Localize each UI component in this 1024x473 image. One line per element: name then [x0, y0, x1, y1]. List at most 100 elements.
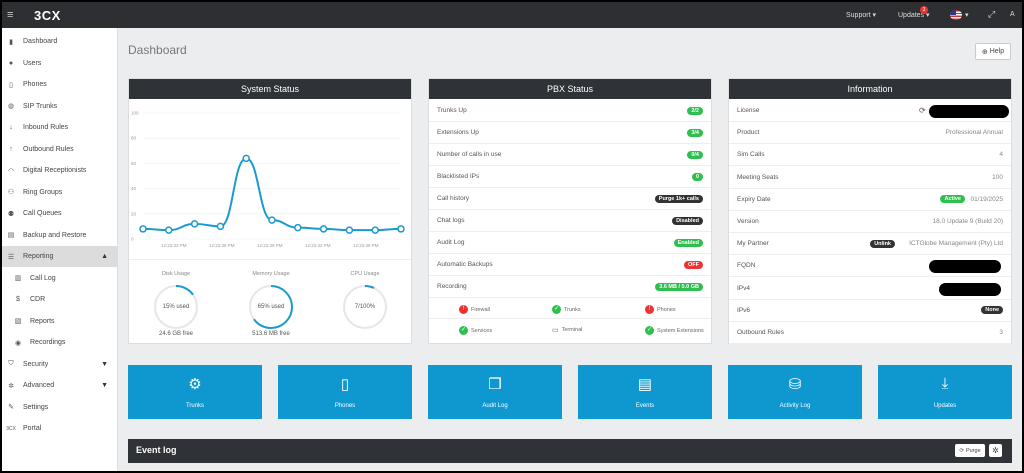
pbx-row-badge[interactable]: OFF: [684, 260, 703, 269]
x-tick-label: 12:22:33 PM: [161, 243, 187, 248]
disk-free-value: 24.6 GB free: [158, 331, 194, 337]
language-flag-icon[interactable]: [950, 10, 962, 20]
service-status-services: ✓ Services: [459, 326, 493, 335]
sidebar-item-label: Reporting: [23, 253, 54, 260]
refresh-license-icon[interactable]: ⟳: [919, 106, 926, 115]
sidebar-item-dashboard[interactable]: ▮ Dashboard: [2, 31, 118, 52]
info-row-label: My Partner: [737, 240, 769, 248]
hamburger-menu-icon[interactable]: ≡: [7, 9, 14, 21]
help-icon: ⊕: [981, 48, 988, 56]
language-chevron-icon[interactable]: ▾: [965, 12, 969, 19]
info-row-value: Professional Annual: [945, 129, 1003, 137]
sidebar-item-users[interactable]: ● Users: [2, 53, 118, 74]
system-status-panel: System Status 100 80 60 40 20 0 12:22:33 PM 12:…: [128, 78, 412, 344]
information-title: Information: [729, 79, 1011, 99]
sidebar-item-label: Settings: [23, 403, 49, 411]
tile-label: Audit Log: [482, 403, 508, 409]
download-icon: ⤓: [941, 375, 949, 392]
tile-updates[interactable]: ⤓ Updates: [878, 365, 1012, 419]
pbx-row: Recording 3.6 MB / 5.0 GB: [429, 276, 711, 298]
sidebar-item-label: Dashboard: [23, 38, 58, 45]
memory-usage-value: 65% used: [257, 304, 285, 310]
pbx-status-title: PBX Status: [429, 79, 711, 99]
redaction-mark: [929, 105, 1009, 118]
disk-usage-value: 15% used: [162, 304, 190, 310]
y-tick-label: 60: [131, 161, 137, 166]
event-log-bar: Event log ⟳ Purge ✲: [128, 439, 1012, 463]
sidebar-item-backup-and-restore[interactable]: ▤ Backup and Restore: [2, 225, 118, 246]
shield-icon: ⛉: [8, 360, 14, 367]
sidebar-item-outbound-rules[interactable]: ↑ Outbound Rules: [2, 139, 118, 160]
queue-icon: ⚉: [7, 210, 15, 218]
updates-menu[interactable]: Updates ▾: [898, 12, 930, 19]
info-row-label: Outbound Rules: [737, 329, 784, 336]
purge-button[interactable]: ⟳ Purge: [955, 444, 985, 457]
globe-icon: ◍: [7, 103, 15, 110]
bar-chart-icon: ▮: [9, 38, 13, 46]
sidebar-item-label: Backup and Restore: [23, 231, 87, 239]
sidebar-item-digital-receptionists[interactable]: ◠ Digital Receptionists: [2, 160, 118, 181]
sidebar: ▮ Dashboard ● Users ▯ Phones ◍ SIP Trunks ↓ Inbou…: [2, 28, 118, 471]
check-icon: ✓: [552, 305, 561, 314]
tile-activity-log[interactable]: ⛁ Activity Log: [728, 365, 862, 419]
sidebar-item-security[interactable]: ⛉ Security ▼: [2, 354, 118, 375]
error-icon: !: [459, 305, 468, 314]
page-title: Dashboard: [128, 43, 187, 57]
headset-icon: ◠: [7, 167, 15, 175]
info-row: Product Professional Annual: [729, 122, 1011, 145]
information-panel: Information License ⟳ Product Professional …: [728, 78, 1012, 344]
pbx-row-label: Number of calls in use: [437, 151, 502, 158]
sidebar-item-ring-groups[interactable]: ⚇ Ring Groups: [2, 182, 118, 203]
data-point: [345, 226, 354, 234]
data-point: [294, 223, 302, 232]
tile-trunks[interactable]: ⚙ Trunks: [128, 365, 262, 419]
x-tick-label: 12:22:42 PM: [305, 243, 331, 248]
service-status-phones: ! Phones: [645, 305, 676, 314]
sidebar-item-portal[interactable]: 3CX Portal: [2, 418, 118, 439]
sidebar-item-call-log[interactable]: ▥ Call Log: [2, 268, 118, 289]
sidebar-item-reporting[interactable]: ☰ Reporting ▲: [2, 246, 118, 267]
info-row-label: Sim Calls: [737, 151, 765, 159]
sidebar-item-call-queues[interactable]: ⚉ Call Queues: [2, 203, 118, 224]
sidebar-item-phones[interactable]: ▯ Phones: [2, 74, 118, 95]
support-menu[interactable]: Support ▾: [846, 12, 876, 19]
chevron-down-icon: ▼: [101, 360, 108, 368]
sidebar-item-settings[interactable]: ✎ Settings: [2, 397, 118, 418]
fullscreen-icon[interactable]: ⤢: [988, 9, 996, 19]
info-row-value: 18.0 Update 9 (Build 20): [932, 218, 1003, 225]
event-log-settings-button[interactable]: ✲: [989, 444, 1002, 457]
tile-phones[interactable]: ▯ Phones: [278, 365, 412, 419]
tile-events[interactable]: ▤ Events: [578, 365, 712, 419]
error-icon: !: [645, 305, 654, 314]
tile-audit-log[interactable]: ❒ Audit Log: [428, 365, 562, 419]
info-row: IPv6 None: [729, 300, 1011, 322]
info-row-label: Product: [737, 129, 760, 137]
help-button[interactable]: ⊕ Help: [975, 43, 1011, 60]
file-icon: ▤: [637, 376, 653, 393]
y-tick-label: 100: [131, 111, 139, 116]
pbx-row-badge[interactable]: Purge 1k+ calls: [654, 194, 703, 203]
data-point: [242, 154, 250, 163]
record-icon: ◉: [14, 339, 22, 347]
pbx-row-label: Trunks Up: [437, 107, 467, 114]
pbx-row-badge[interactable]: Disabled: [672, 216, 703, 225]
sidebar-item-advanced[interactable]: ✲ Advanced ▼: [2, 375, 118, 396]
sidebar-item-label: Advanced: [23, 382, 55, 389]
info-row-badge[interactable]: Unlink: [870, 239, 895, 248]
pbx-row: Trunks Up 2/2: [429, 100, 711, 122]
monitor-icon: ▭: [552, 327, 559, 334]
info-row-badge: None: [981, 306, 1003, 315]
sidebar-item-cdr[interactable]: $ CDR: [2, 289, 118, 310]
sidebar-item-reports[interactable]: ▧ Reports: [2, 311, 118, 332]
info-row-label: IPv6: [737, 306, 751, 314]
sidebar-item-label: Phones: [23, 81, 47, 88]
data-point: [319, 225, 328, 233]
pbx-row-badge: 3/4: [687, 128, 703, 137]
sidebar-item-label: Call Queues: [23, 210, 62, 217]
sidebar-item-inbound-rules[interactable]: ↓ Inbound Rules: [2, 117, 118, 138]
sidebar-item-sip-trunks[interactable]: ◍ SIP Trunks: [2, 96, 118, 117]
service-status-terminal: ▭ Terminal: [552, 327, 583, 334]
sidebar-item-recordings[interactable]: ◉ Recordings: [2, 332, 118, 353]
user-menu[interactable]: A: [1010, 11, 1015, 18]
tile-label: Activity Log: [779, 403, 811, 409]
